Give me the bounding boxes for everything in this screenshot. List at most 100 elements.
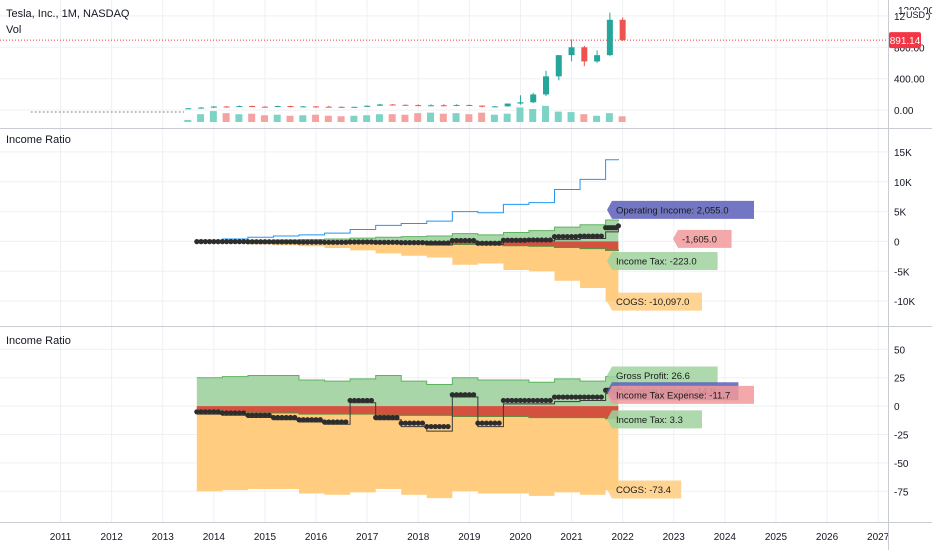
operating-income-dot	[488, 240, 494, 246]
operating-income-dot	[505, 397, 511, 404]
operating-income-dot	[219, 239, 225, 245]
candle-body	[453, 104, 460, 106]
operating-income-dot	[411, 420, 417, 426]
operating-income-dot	[249, 412, 255, 418]
operating-income-dot	[364, 397, 370, 404]
operating-income-dot	[458, 237, 464, 244]
operating-income-dot	[500, 397, 507, 404]
operating-income-dot	[300, 239, 306, 245]
operating-income-dot	[585, 394, 592, 400]
volume-bar	[542, 105, 549, 122]
candle-body	[325, 106, 332, 108]
candle-body	[594, 55, 601, 62]
operating-income-dot	[581, 233, 587, 239]
candle-body	[389, 104, 396, 106]
operating-income-dot	[577, 394, 583, 400]
volume-bar	[427, 112, 435, 122]
operating-income-dot	[253, 412, 260, 418]
operating-income-dot	[219, 410, 225, 416]
candle-body	[581, 47, 588, 62]
operating-income-dot	[573, 394, 579, 400]
candle-body	[619, 19, 626, 41]
volume-bar	[593, 115, 601, 122]
operating-income-dot	[334, 419, 340, 425]
volume-bar	[184, 119, 192, 122]
volume-bar	[248, 113, 256, 122]
time-tick-label: 2024	[714, 532, 737, 543]
operating-income-dot	[398, 420, 404, 426]
operating-income-dot	[275, 414, 281, 421]
operating-income-dot	[594, 394, 600, 400]
candle-body	[338, 106, 345, 108]
candle-body	[300, 106, 307, 108]
income-tax-area	[196, 241, 619, 251]
volume-bar	[197, 114, 205, 122]
operating-income-dot	[373, 414, 379, 421]
volume-bar	[273, 114, 281, 122]
operating-income-dot	[360, 239, 366, 245]
operating-income-dot	[262, 412, 268, 418]
operating-income-dot	[462, 392, 468, 398]
operating-income-dot	[471, 392, 477, 398]
operating-income-dot	[598, 394, 604, 400]
candle-body	[568, 47, 575, 56]
operating-income-dot	[509, 237, 515, 243]
operating-income-dot	[415, 240, 421, 246]
operating-income-dot	[309, 417, 315, 423]
operating-income-dot	[564, 394, 570, 400]
cogs-area	[196, 406, 619, 499]
volume-bar	[567, 112, 575, 122]
operating-income-dot	[441, 423, 447, 430]
time-tick-label: 2016	[305, 532, 328, 543]
operating-income-dot	[479, 240, 485, 246]
operating-income-dot	[385, 414, 392, 421]
price-tick-label: 0.00	[894, 106, 914, 117]
volume-bar	[401, 114, 409, 122]
operating-income-dot	[249, 239, 255, 245]
operating-income-dot	[432, 423, 438, 430]
gross-profit-area	[196, 219, 619, 242]
volume-bar	[516, 107, 524, 122]
operating-income-dot	[321, 239, 328, 245]
operating-income-dot	[573, 234, 579, 240]
operating-income-dot	[236, 239, 242, 245]
price-tick-label: 400.00	[894, 75, 925, 86]
operating-income-dot	[539, 237, 545, 243]
operating-income-dot	[462, 237, 468, 244]
candle-body	[415, 105, 422, 107]
operating-income-dot	[513, 397, 519, 404]
candle-body	[376, 104, 383, 106]
operating-income-dot	[505, 237, 511, 243]
operating-income-dot	[296, 417, 302, 423]
operating-income-dot	[568, 234, 575, 240]
operating-income-dot	[513, 237, 519, 243]
candle-body	[428, 105, 435, 107]
operating-income-dot	[347, 397, 353, 404]
candle-body	[517, 102, 524, 104]
ratio-tick-label: 10K	[894, 178, 912, 189]
operating-income-dot	[300, 417, 306, 423]
operating-income-dot	[262, 239, 268, 245]
operating-income-dot	[594, 233, 600, 239]
operating-income-dot	[449, 392, 455, 398]
operating-income-dot	[270, 414, 277, 421]
volume-bar	[529, 109, 537, 122]
operating-income-dot	[402, 420, 409, 426]
volume-bar	[312, 114, 320, 122]
ratio-tick-label: -50	[894, 459, 909, 470]
operating-income-dot	[390, 414, 396, 421]
value-label-text: Income Tax: 3.3	[616, 415, 683, 426]
operating-income-dot	[194, 409, 200, 415]
operating-income-dot	[339, 239, 345, 245]
volume-bar	[414, 113, 422, 122]
ratio-tick-label: 50	[894, 345, 906, 356]
operating-income-dot	[424, 240, 430, 246]
operating-income-dot	[283, 239, 289, 245]
operating-income-dot	[492, 240, 498, 246]
candle-body	[313, 106, 320, 108]
operating-income-dot	[347, 239, 353, 245]
candle-body	[274, 106, 281, 108]
operating-income-dot	[390, 239, 396, 245]
